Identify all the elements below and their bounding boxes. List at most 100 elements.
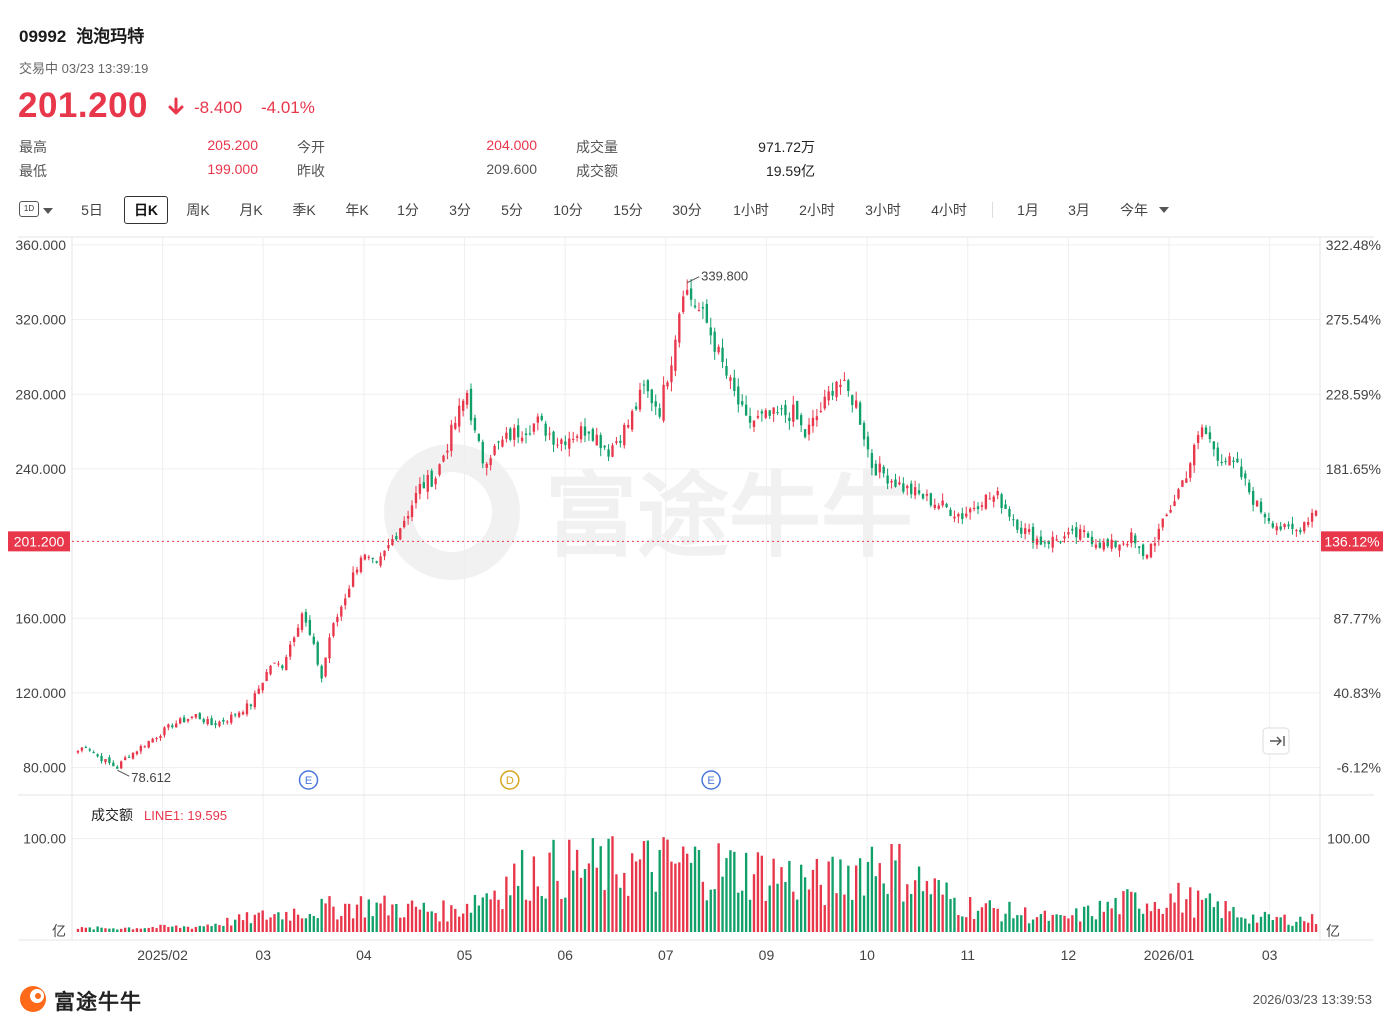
candle-body	[167, 724, 170, 728]
volume-bar	[1295, 921, 1298, 932]
candle-body	[587, 431, 591, 434]
volume-bar	[957, 915, 960, 932]
volume-bar	[403, 917, 406, 932]
candle-body	[1299, 530, 1302, 533]
tab-daily-k[interactable]: 日K	[124, 196, 168, 224]
volume-bar	[273, 914, 276, 932]
tab-weekly-k[interactable]: 周K	[186, 202, 210, 218]
tab-30min[interactable]: 30分	[672, 202, 702, 218]
candle-body	[481, 441, 484, 464]
volume-bar	[308, 914, 312, 932]
candle-body	[670, 365, 673, 383]
volume-bar	[976, 910, 980, 932]
volume-bar	[1145, 903, 1149, 932]
volume-bar	[324, 903, 327, 932]
price-tick-label: 320.000	[15, 312, 66, 328]
candle-body	[650, 389, 653, 404]
candlestick-chart[interactable]: 富途牛牛 360.000 322.48% 320.000 275.54% 280.000…	[0, 230, 1392, 980]
candle-body	[418, 484, 422, 494]
volume-bar	[1075, 908, 1078, 932]
candle-body	[532, 423, 536, 432]
volume-bar	[1271, 920, 1274, 932]
candle-body	[1114, 540, 1117, 548]
stock-title: 09992 泡泡玛特	[19, 22, 144, 47]
volume-bar	[1240, 917, 1243, 932]
volume-bar	[611, 836, 614, 932]
candle-body	[741, 401, 744, 405]
volume-bar	[705, 900, 709, 932]
volume-bar	[737, 892, 740, 932]
candle-body	[332, 623, 335, 637]
tab-3h[interactable]: 3小时	[865, 202, 901, 218]
candle-body	[1200, 427, 1204, 437]
volume-bar	[772, 858, 775, 932]
current-pct-label: 136.12%	[1324, 533, 1379, 549]
volume-bar	[1291, 925, 1294, 932]
volume-bar	[171, 926, 174, 932]
tab-10min[interactable]: 10分	[553, 202, 583, 218]
candle-body	[88, 749, 91, 751]
volume-bar	[76, 928, 80, 932]
volume-bar	[587, 863, 591, 932]
candle-body	[760, 411, 764, 414]
x-tick-label: 2025/02	[137, 947, 188, 963]
volume-bar	[996, 908, 999, 932]
volume-bar	[792, 891, 795, 932]
candles	[76, 279, 1318, 770]
volume-bar	[186, 926, 190, 932]
tab-monthly-k[interactable]: 月K	[239, 202, 263, 218]
volume-bar	[984, 903, 988, 932]
volume-bar	[1287, 924, 1290, 932]
volume-bar	[454, 908, 457, 932]
event-marker-label: E	[707, 775, 714, 787]
volume-bar	[178, 927, 182, 932]
tab-4h[interactable]: 4小时	[931, 202, 967, 218]
volume-bar	[910, 893, 913, 932]
candle-body	[414, 492, 418, 504]
candle-body	[831, 390, 834, 396]
volume-bar	[564, 897, 567, 932]
candle-body	[1193, 444, 1196, 466]
volume-bar	[650, 872, 653, 932]
candle-body	[544, 423, 547, 436]
candle-body	[1020, 527, 1023, 534]
volume-bar	[1299, 916, 1302, 932]
candle-body	[1232, 460, 1235, 462]
candle-body	[560, 439, 563, 444]
candle-body	[1145, 554, 1149, 559]
candle-body	[340, 606, 343, 617]
volume-bar	[532, 856, 536, 932]
tab-quarterly-k[interactable]: 季K	[292, 202, 316, 218]
volume-bar	[1141, 913, 1145, 932]
price-tick-label: 120.000	[15, 685, 66, 701]
arrow-right-bar-icon[interactable]	[1270, 736, 1285, 746]
x-tick-label: 07	[658, 947, 674, 963]
candle-body	[929, 493, 933, 506]
tab-5min[interactable]: 5分	[501, 202, 523, 218]
stat-value-open: 204.000	[486, 137, 537, 153]
chevron-down-icon[interactable]	[43, 208, 53, 214]
candle-body	[925, 493, 929, 496]
volume-bar	[391, 904, 394, 932]
tab-ytd[interactable]: 今年	[1120, 202, 1148, 218]
tab-5d[interactable]: 5日	[81, 202, 103, 218]
tab-1min[interactable]: 1分	[397, 202, 419, 218]
candle-body	[367, 556, 370, 558]
volume-bar	[1279, 917, 1282, 932]
footer-brand: 富途牛牛	[54, 991, 142, 1014]
volume-bar	[438, 921, 441, 932]
period-selector-icon[interactable]: 1D	[19, 201, 39, 217]
tab-2h[interactable]: 2小时	[799, 202, 835, 218]
tab-1h[interactable]: 1小时	[733, 202, 769, 218]
ytd-chevron-down-icon[interactable]	[1159, 207, 1169, 213]
candle-body	[1240, 466, 1243, 478]
tab-yearly-k[interactable]: 年K	[345, 202, 369, 218]
volume-bar	[316, 918, 319, 932]
volume-bar	[1275, 916, 1278, 932]
tab-3month[interactable]: 3月	[1068, 202, 1090, 218]
volume-bar	[851, 899, 854, 932]
tab-15min[interactable]: 15分	[613, 202, 643, 218]
volume-bar	[579, 877, 583, 932]
tab-3min[interactable]: 3分	[449, 202, 471, 218]
tab-1month[interactable]: 1月	[1017, 202, 1039, 218]
